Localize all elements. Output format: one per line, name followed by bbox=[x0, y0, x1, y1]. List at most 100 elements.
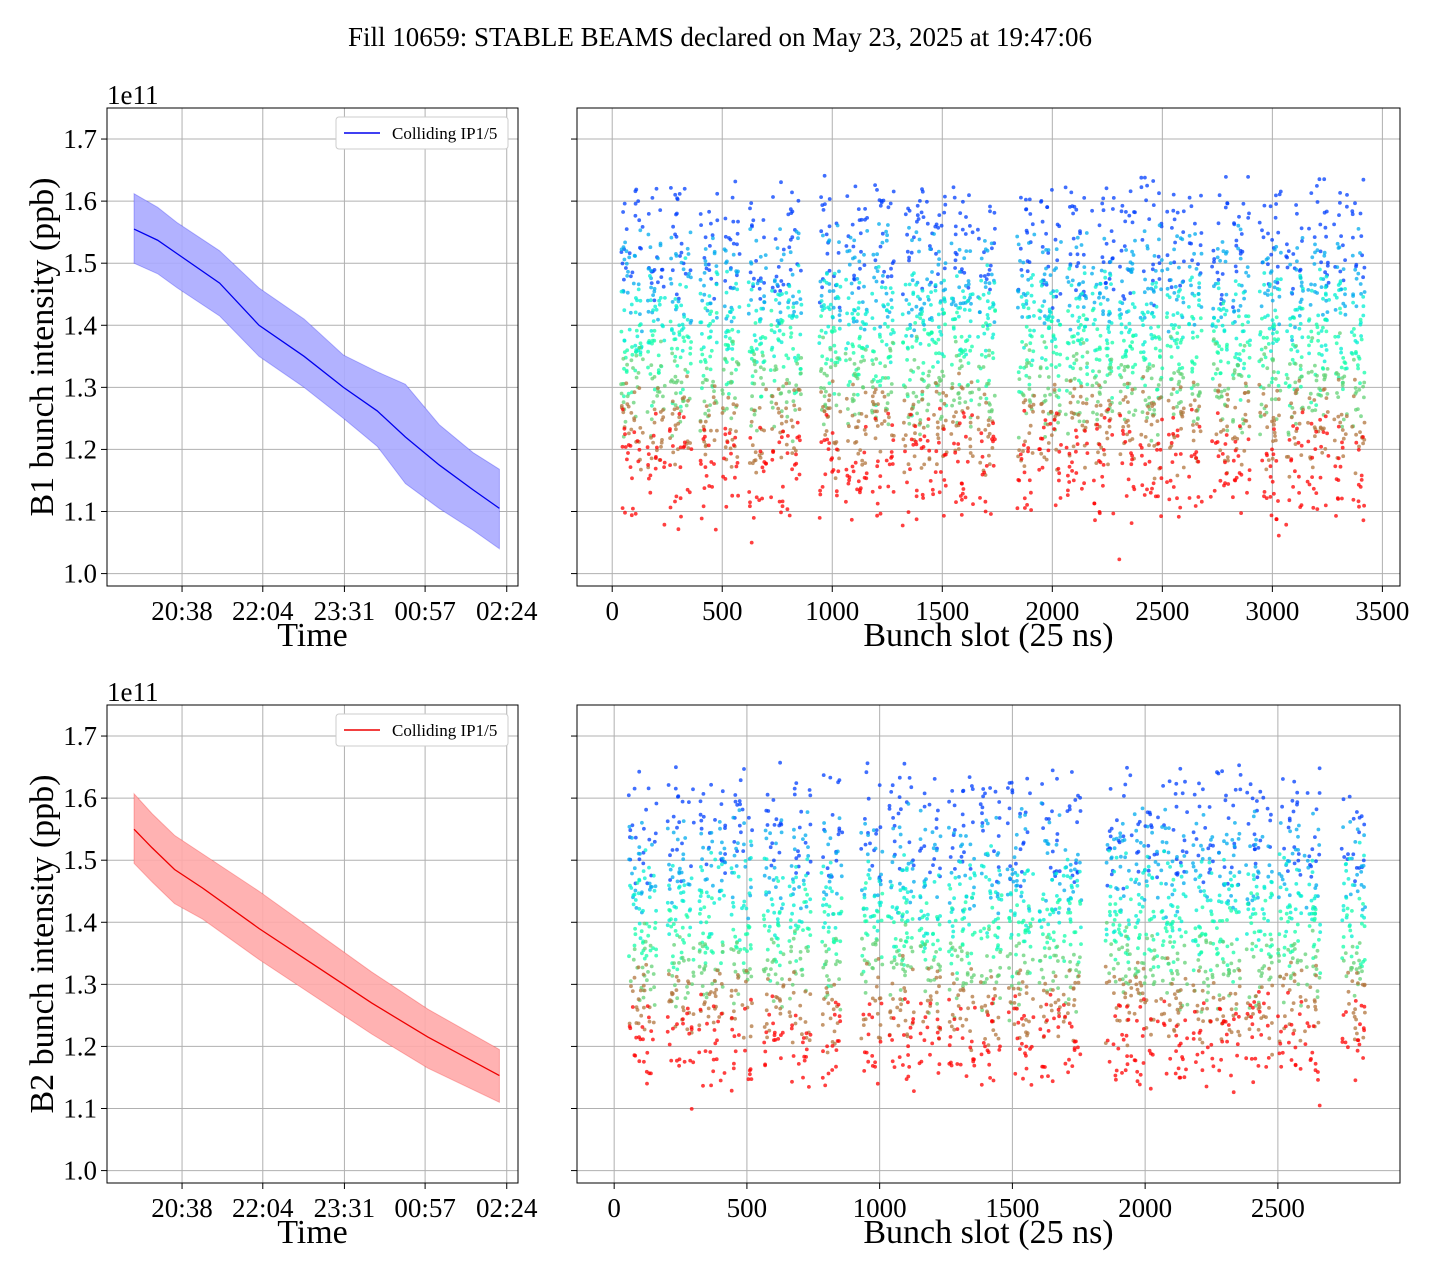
bunch-point bbox=[853, 441, 857, 445]
bunch-point bbox=[798, 1016, 803, 1021]
bunch-point bbox=[920, 397, 924, 402]
bunch-point bbox=[951, 185, 956, 190]
bunch-point bbox=[1190, 314, 1194, 319]
bunch-point bbox=[862, 327, 867, 332]
bunch-point bbox=[1338, 331, 1342, 335]
bunch-point bbox=[1309, 288, 1314, 293]
bunch-point bbox=[640, 430, 645, 435]
bunch-point bbox=[720, 840, 724, 845]
bunch-point bbox=[1193, 504, 1198, 508]
bunch-point bbox=[942, 266, 947, 271]
bunch-point bbox=[901, 956, 905, 961]
bunch-point bbox=[1188, 403, 1193, 407]
bunch-point bbox=[778, 310, 783, 315]
bunch-point bbox=[1293, 469, 1297, 474]
bunch-point bbox=[1276, 533, 1281, 538]
bunch-point bbox=[1140, 238, 1145, 242]
bunch-point bbox=[624, 381, 629, 386]
bunch-point bbox=[1210, 439, 1214, 444]
bunch-point bbox=[1068, 252, 1073, 257]
bunch-point bbox=[1130, 457, 1134, 462]
bunch-point bbox=[681, 1005, 685, 1010]
bunch-point bbox=[872, 390, 877, 395]
bunch-point bbox=[1286, 454, 1291, 459]
bunch-point bbox=[954, 354, 959, 358]
bunch-point bbox=[758, 319, 762, 324]
bunch-point bbox=[957, 366, 962, 371]
bunch-point bbox=[698, 799, 703, 804]
bunch-point bbox=[907, 255, 911, 260]
bunch-point bbox=[1349, 330, 1354, 334]
bunch-point bbox=[1098, 347, 1102, 351]
bunch-point bbox=[821, 773, 826, 777]
bunch-point bbox=[845, 311, 849, 316]
bunch-point bbox=[680, 841, 684, 846]
bunch-point bbox=[957, 421, 962, 426]
bunch-point bbox=[903, 444, 908, 448]
bunch-point bbox=[766, 977, 770, 981]
bunch-point bbox=[865, 852, 870, 857]
bunch-point bbox=[1047, 307, 1052, 312]
bunch-point bbox=[903, 385, 908, 389]
bunch-point bbox=[908, 1025, 913, 1030]
bunch-point bbox=[792, 827, 796, 832]
bunch-point bbox=[1139, 445, 1144, 450]
bunch-point bbox=[850, 464, 855, 469]
bunch-point bbox=[646, 212, 651, 216]
bunch-point bbox=[1267, 383, 1271, 388]
bunch-point bbox=[888, 201, 893, 206]
x-tick-label: 2000 bbox=[1025, 596, 1079, 626]
bunch-point bbox=[687, 882, 692, 887]
bunch-point bbox=[918, 849, 922, 853]
bunch-point bbox=[1341, 436, 1346, 441]
bunch-point bbox=[860, 888, 864, 893]
bunch-point bbox=[771, 1021, 775, 1026]
bunch-point bbox=[714, 311, 719, 315]
bunch-point bbox=[659, 275, 664, 279]
bunch-point bbox=[839, 896, 844, 901]
bunch-point bbox=[1127, 429, 1132, 434]
bunch-point bbox=[807, 788, 812, 792]
bunch-point bbox=[736, 841, 740, 845]
bunch-point bbox=[637, 907, 642, 911]
bunch-point bbox=[920, 392, 925, 397]
bunch-point bbox=[740, 1003, 745, 1007]
bunch-point bbox=[627, 431, 631, 436]
bunch-point bbox=[870, 1015, 875, 1020]
bunch-point bbox=[723, 342, 728, 347]
bunch-point bbox=[1130, 370, 1135, 375]
bunch-point bbox=[1224, 471, 1229, 476]
bunch-point bbox=[1146, 310, 1150, 315]
bunch-point bbox=[732, 411, 737, 415]
bunch-point bbox=[642, 921, 647, 926]
bunch-point bbox=[668, 463, 672, 467]
bunch-point bbox=[1325, 263, 1330, 268]
bunch-point bbox=[880, 376, 885, 380]
bunch-point bbox=[827, 224, 832, 229]
bunch-point bbox=[1118, 316, 1123, 320]
bunch-point bbox=[957, 285, 962, 290]
bunch-point bbox=[1124, 325, 1128, 330]
bunch-point bbox=[1025, 503, 1029, 507]
bunch-point bbox=[910, 407, 914, 411]
bunch-point bbox=[941, 374, 946, 378]
bunch-point bbox=[931, 863, 935, 867]
bunch-point bbox=[1194, 267, 1199, 271]
bunch-point bbox=[1098, 282, 1103, 286]
bunch-point bbox=[1313, 363, 1317, 368]
bunch-point bbox=[885, 315, 890, 319]
bunch-point bbox=[1199, 251, 1204, 256]
bunch-point bbox=[633, 310, 638, 315]
b2-slot-grid bbox=[577, 705, 1400, 1183]
bunch-point bbox=[1096, 450, 1100, 455]
bunch-point bbox=[723, 234, 728, 239]
bunch-point bbox=[1070, 469, 1074, 473]
bunch-point bbox=[1080, 423, 1085, 428]
bunch-point bbox=[1308, 303, 1313, 307]
bunch-point bbox=[1025, 358, 1029, 362]
bunch-point bbox=[885, 308, 889, 312]
bunch-point bbox=[897, 953, 902, 958]
bunch-point bbox=[734, 429, 738, 434]
bunch-point bbox=[798, 438, 802, 443]
bunch-point bbox=[1187, 496, 1192, 500]
